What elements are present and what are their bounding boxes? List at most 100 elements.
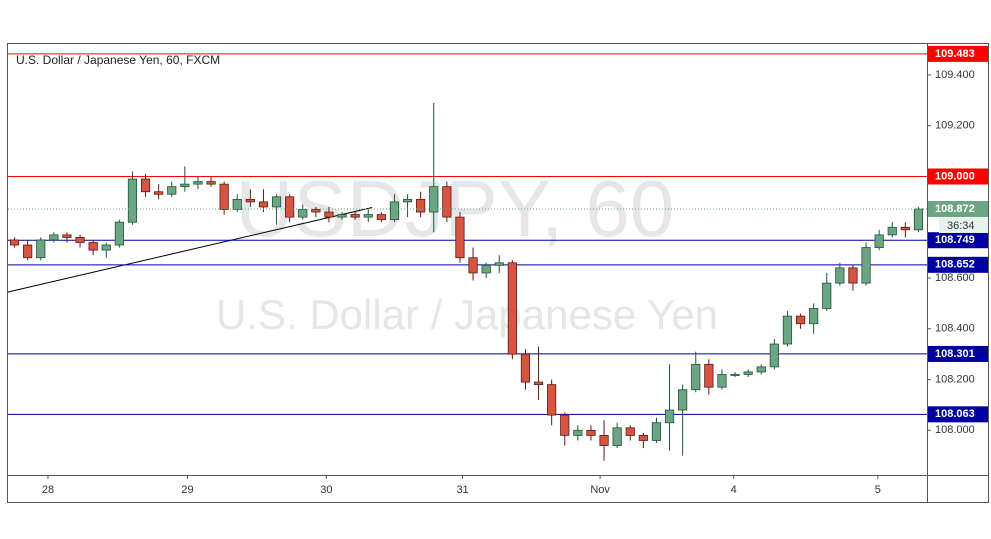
level-label: 108.652 — [935, 259, 975, 271]
candle-body — [311, 209, 321, 213]
candle-body — [913, 208, 924, 231]
y-tick-label: 108.600 — [935, 272, 975, 284]
frame — [7, 43, 989, 503]
candle-body — [848, 267, 858, 284]
candle-body — [455, 216, 465, 259]
x-tick-label: 29 — [181, 484, 193, 496]
x-tick-label: Nov — [590, 484, 610, 496]
plot — [7, 53, 927, 461]
candle-body — [533, 381, 544, 386]
x-tick-label: 5 — [875, 484, 881, 496]
trend-line — [7, 206, 373, 293]
level-label-box — [928, 232, 988, 249]
candle-body — [573, 429, 583, 436]
candle-body — [154, 191, 164, 195]
candle-body — [140, 178, 151, 193]
candle-body — [402, 198, 413, 203]
level-label-box — [928, 168, 988, 185]
candle-body — [795, 315, 806, 325]
candle-body — [520, 353, 531, 383]
candle-body — [193, 181, 203, 185]
current-price-label: 108.872 — [935, 203, 975, 215]
level-label-box — [928, 406, 988, 423]
candle-body — [769, 343, 779, 368]
candle-body — [167, 186, 177, 195]
candle-body — [232, 198, 242, 210]
watermark-subtitle: U.S. Dollar / Japanese Yen — [216, 291, 718, 338]
level-label: 109.483 — [935, 48, 975, 60]
candle-body — [717, 374, 727, 388]
candle-body — [298, 209, 308, 218]
candle-body — [874, 234, 884, 248]
candle-body — [547, 384, 557, 416]
y-tick-label: 109.400 — [935, 69, 975, 81]
level-label-box — [928, 345, 988, 362]
candle-body — [638, 435, 648, 441]
candle-body — [363, 214, 373, 218]
x-tick-label: 30 — [320, 484, 332, 496]
candle-body — [664, 409, 675, 424]
candle-body — [756, 366, 766, 373]
y-tick-label: 108.000 — [935, 424, 975, 436]
candle-body — [481, 264, 491, 274]
level-label-box — [928, 45, 988, 62]
candle-body — [416, 198, 426, 213]
candle-body — [62, 234, 72, 238]
y-tick-label: 109.200 — [935, 120, 975, 132]
candle-body — [206, 181, 216, 185]
countdown-box — [939, 217, 988, 233]
candle-body — [49, 234, 59, 241]
candle-body — [9, 239, 20, 246]
candle-body — [494, 262, 504, 266]
level-label: 108.301 — [935, 348, 975, 360]
candle-body — [350, 214, 360, 218]
candle-body — [23, 244, 33, 259]
x-tick-label: 4 — [731, 484, 737, 496]
candle-body — [822, 282, 832, 309]
x-tick-label: 28 — [42, 484, 54, 496]
candle-body — [258, 201, 269, 208]
candle-body — [337, 214, 347, 218]
level-label: 109.000 — [935, 170, 975, 182]
candle-body — [809, 308, 819, 325]
candle-body — [691, 363, 701, 391]
candle-body — [245, 198, 255, 203]
candle-body — [507, 262, 517, 355]
candle-body — [678, 389, 688, 411]
candle-body — [389, 201, 400, 221]
candle-body — [376, 214, 386, 221]
candle-body — [442, 186, 452, 218]
candle-body — [180, 183, 190, 188]
level-label-box — [928, 256, 988, 273]
candle-body — [324, 211, 334, 218]
level-label: 108.749 — [935, 234, 975, 246]
candle-body — [560, 414, 570, 436]
x-tick-label: 31 — [456, 484, 468, 496]
candle-body — [271, 196, 282, 208]
candle-body — [75, 237, 85, 243]
candle-body — [782, 315, 793, 345]
candle-body — [835, 267, 845, 284]
current-price-box — [928, 200, 988, 217]
candle-body — [586, 429, 596, 436]
candle-body — [468, 257, 478, 274]
y-tick-label: 108.200 — [935, 373, 975, 385]
candle-body — [704, 363, 714, 388]
countdown: 36:34 — [947, 220, 975, 232]
candle-body — [887, 226, 897, 236]
candle-body — [730, 374, 740, 376]
candle-body — [114, 221, 124, 246]
candle-body — [127, 178, 138, 223]
candle-body — [612, 427, 622, 446]
candle-body — [651, 422, 662, 441]
candle-body — [88, 242, 98, 251]
candle-body — [285, 196, 295, 218]
candle-body — [861, 247, 871, 284]
candle-body — [599, 435, 609, 446]
candle-body — [101, 244, 111, 251]
y-tick-label: 108.400 — [935, 323, 975, 335]
candle-body — [625, 427, 635, 436]
candle-body — [743, 371, 753, 375]
